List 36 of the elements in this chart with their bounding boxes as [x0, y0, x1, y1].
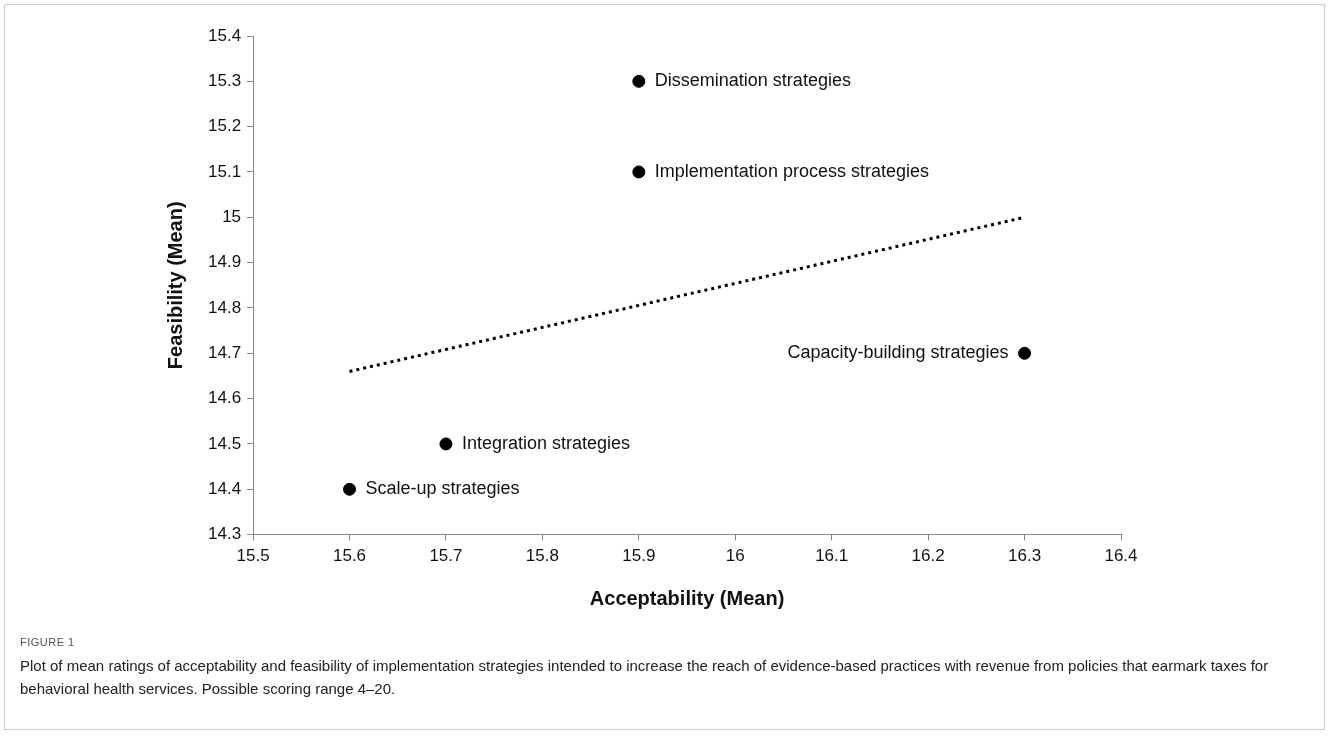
- x-tick-label: 16.2: [911, 546, 945, 566]
- annotation: Scale-up strategies: [365, 478, 520, 499]
- y-tick-label: 14.8: [207, 297, 242, 317]
- caption: FIGURE 1: [20, 636, 76, 648]
- x-tick-label: 16.4: [1104, 546, 1138, 566]
- y-tick-label: 14.9: [207, 252, 242, 272]
- y-tick-label: 15.2: [207, 116, 242, 136]
- y-tick-label: 14.6: [207, 388, 242, 408]
- point: [632, 165, 646, 179]
- x-tick-label: 16.1: [815, 546, 849, 566]
- x-tick-label: 15.6: [332, 546, 367, 566]
- annotation: Capacity-building strategies: [787, 342, 1009, 363]
- annotation: Integration strategies: [461, 432, 631, 453]
- x-tick-label: 15.5: [236, 546, 270, 566]
- point: [439, 437, 453, 451]
- x-tick-label: 16: [725, 546, 745, 566]
- y-tick-label: 15.3: [207, 71, 242, 91]
- y-tick-label: 14.4: [207, 478, 242, 498]
- x-tick-label: 15.7: [429, 546, 463, 566]
- x-tick-label: 15.8: [525, 546, 559, 566]
- point: [1018, 346, 1032, 360]
- y-tick-label: 15.4: [207, 25, 242, 45]
- x-axis-title: Acceptability (Mean): [589, 586, 785, 609]
- y-tick-label: 14.3: [207, 524, 242, 544]
- text: Plot of mean ratings of acceptability and feasibility of implementation strategies intended to increase the reach of evidence-based practices with revenue from policies that earmark taxes for behavioral health services. Possible scoring range 4–20.: [20, 656, 1270, 699]
- y-axis-title: Feasibility (Mean): [163, 201, 186, 370]
- annotation: Dissemination strategies: [654, 70, 851, 91]
- x-tick-label: 16.3: [1008, 546, 1042, 566]
- y-tick-label: 15: [222, 207, 242, 226]
- y-tick-label: 14.5: [207, 433, 242, 453]
- annotation: Implementation process strategies: [654, 160, 929, 181]
- y-tick-label: 15.1: [207, 161, 242, 181]
- x-tick-label: 15.9: [622, 546, 656, 566]
- point: [343, 482, 357, 496]
- point: [632, 74, 646, 88]
- y-tick-label: 14.7: [207, 342, 242, 362]
